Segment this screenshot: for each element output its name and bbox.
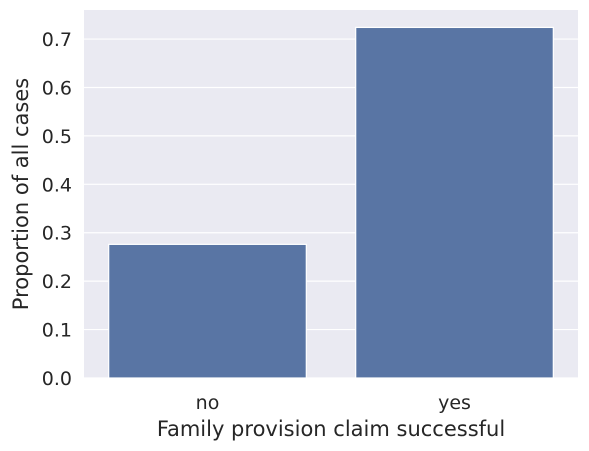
- y-tick-label: 0.4: [42, 174, 72, 196]
- y-tick-label: 0.2: [42, 271, 72, 293]
- x-tick-label-yes: yes: [438, 392, 471, 414]
- bar-yes: [355, 26, 554, 379]
- y-axis-label: Proportion of all cases: [9, 78, 33, 310]
- y-tick-labels: 0.0 0.1 0.2 0.3 0.4 0.5 0.6 0.7: [42, 29, 72, 390]
- x-tick-label-no: no: [196, 392, 220, 414]
- y-tick-label: 0.5: [42, 126, 72, 148]
- y-tick-label: 0.7: [42, 29, 72, 51]
- y-tick-label: 0.6: [42, 77, 72, 99]
- bar-no: [108, 243, 307, 379]
- bars: [108, 26, 554, 379]
- x-axis-label: Family provision claim successful: [157, 417, 505, 441]
- y-tick-label: 0.0: [42, 368, 72, 390]
- y-tick-label: 0.1: [42, 320, 72, 342]
- x-tick-labels: no yes: [196, 392, 471, 414]
- y-tick-label: 0.3: [42, 223, 72, 245]
